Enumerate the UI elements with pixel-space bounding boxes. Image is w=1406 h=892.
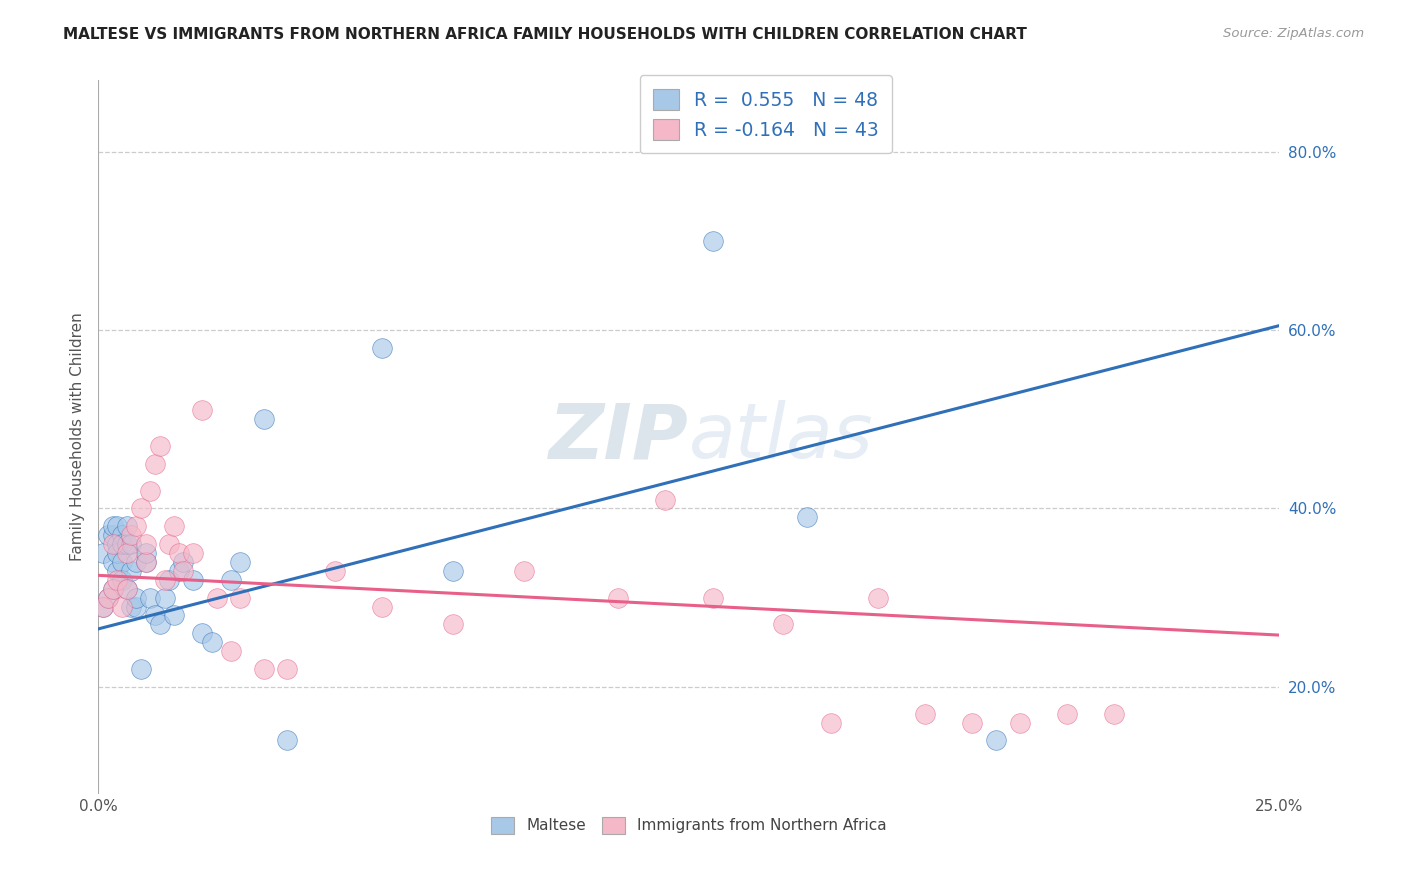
Point xyxy=(105,564,128,578)
Point xyxy=(201,635,224,649)
Point xyxy=(125,519,148,533)
Point xyxy=(91,599,114,614)
Point xyxy=(702,234,724,248)
Point xyxy=(121,564,143,578)
Point xyxy=(139,591,162,605)
Point xyxy=(371,599,394,614)
Point xyxy=(115,582,138,596)
Point xyxy=(129,662,152,676)
Point xyxy=(1056,706,1078,721)
Legend: Maltese, Immigrants from Northern Africa: Maltese, Immigrants from Northern Africa xyxy=(485,811,893,839)
Point xyxy=(1008,715,1031,730)
Point xyxy=(111,573,134,587)
Point xyxy=(139,483,162,498)
Point xyxy=(607,591,630,605)
Point xyxy=(101,528,124,542)
Point xyxy=(111,555,134,569)
Point xyxy=(101,537,124,551)
Point xyxy=(153,573,176,587)
Point xyxy=(276,662,298,676)
Point xyxy=(135,546,157,560)
Point xyxy=(157,573,180,587)
Point xyxy=(962,715,984,730)
Point xyxy=(115,519,138,533)
Point xyxy=(129,501,152,516)
Point xyxy=(149,617,172,632)
Point xyxy=(135,555,157,569)
Point xyxy=(219,644,242,658)
Point xyxy=(143,457,166,471)
Point xyxy=(219,573,242,587)
Point xyxy=(135,537,157,551)
Point xyxy=(115,537,138,551)
Point xyxy=(702,591,724,605)
Point xyxy=(163,608,186,623)
Point xyxy=(121,599,143,614)
Point xyxy=(371,341,394,355)
Point xyxy=(172,555,194,569)
Point xyxy=(153,591,176,605)
Point xyxy=(512,564,534,578)
Point xyxy=(97,528,120,542)
Point xyxy=(149,439,172,453)
Point xyxy=(111,528,134,542)
Point xyxy=(105,537,128,551)
Point xyxy=(205,591,228,605)
Point xyxy=(125,555,148,569)
Point xyxy=(323,564,346,578)
Point xyxy=(101,582,124,596)
Point xyxy=(441,617,464,632)
Point xyxy=(91,546,114,560)
Point xyxy=(101,519,124,533)
Text: Source: ZipAtlas.com: Source: ZipAtlas.com xyxy=(1223,27,1364,40)
Text: ZIP: ZIP xyxy=(550,401,689,474)
Point xyxy=(229,555,252,569)
Point xyxy=(772,617,794,632)
Point xyxy=(654,492,676,507)
Point xyxy=(276,733,298,747)
Point xyxy=(91,599,114,614)
Point xyxy=(441,564,464,578)
Point xyxy=(191,403,214,417)
Point xyxy=(121,528,143,542)
Text: MALTESE VS IMMIGRANTS FROM NORTHERN AFRICA FAMILY HOUSEHOLDS WITH CHILDREN CORRE: MALTESE VS IMMIGRANTS FROM NORTHERN AFRI… xyxy=(63,27,1028,42)
Point xyxy=(135,555,157,569)
Point xyxy=(115,546,138,560)
Point xyxy=(181,573,204,587)
Point xyxy=(914,706,936,721)
Point xyxy=(143,608,166,623)
Point xyxy=(1102,706,1125,721)
Point xyxy=(115,582,138,596)
Point xyxy=(111,599,134,614)
Point xyxy=(172,564,194,578)
Point xyxy=(163,519,186,533)
Point xyxy=(111,537,134,551)
Point xyxy=(105,546,128,560)
Point xyxy=(253,662,276,676)
Point xyxy=(181,546,204,560)
Text: atlas: atlas xyxy=(689,401,873,474)
Y-axis label: Family Households with Children: Family Households with Children xyxy=(69,313,84,561)
Point xyxy=(101,555,124,569)
Point xyxy=(796,510,818,524)
Point xyxy=(157,537,180,551)
Point xyxy=(121,537,143,551)
Point xyxy=(229,591,252,605)
Point xyxy=(105,519,128,533)
Point xyxy=(125,599,148,614)
Point xyxy=(984,733,1007,747)
Point xyxy=(866,591,889,605)
Point xyxy=(97,591,120,605)
Point xyxy=(97,591,120,605)
Point xyxy=(167,564,190,578)
Point xyxy=(253,412,276,426)
Point xyxy=(125,591,148,605)
Point xyxy=(167,546,190,560)
Point xyxy=(101,582,124,596)
Point xyxy=(105,573,128,587)
Point xyxy=(820,715,842,730)
Point xyxy=(191,626,214,640)
